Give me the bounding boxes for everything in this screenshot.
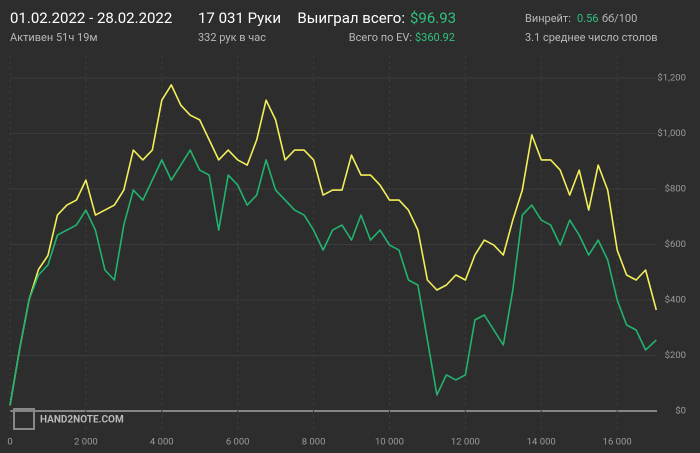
x-tick-label: 0 xyxy=(7,437,12,448)
tables: 3.1 среднее число столов xyxy=(525,31,658,44)
x-tick-label: 14 000 xyxy=(527,437,556,448)
x-tick-label: 10 000 xyxy=(375,437,404,448)
date-range: 01.02.2022 - 28.02.2022 xyxy=(10,9,172,27)
winrate-label: Винрейт: xyxy=(525,12,571,25)
plot: $0 $200 $400 $600 $800 $1,000 $1,200 0 2 000 4 00… xyxy=(7,55,686,448)
y-tick-label: $200 xyxy=(665,350,686,361)
logo: HAND2NOTE.COM xyxy=(40,415,124,426)
hands-per-hour: 332 рук в час xyxy=(198,31,266,44)
won-label: Выиграл всего: xyxy=(297,9,405,27)
x-tick-label: 4 000 xyxy=(150,437,174,448)
y-tick-label: $600 xyxy=(665,239,686,250)
x-tick-label: 2 000 xyxy=(74,437,98,448)
logo-icon xyxy=(13,408,35,430)
ev-value: $360.92 xyxy=(415,31,455,44)
y-tick-label: $800 xyxy=(665,184,686,195)
active-time: Активен 51ч 19м xyxy=(10,31,98,44)
x-tick-label: 8 000 xyxy=(302,437,326,448)
x-tick-label: 12 000 xyxy=(451,437,480,448)
y-tick-label: $400 xyxy=(665,295,686,306)
series-line xyxy=(9,84,658,406)
series-line xyxy=(9,149,657,406)
ev-label: Всего по EV: xyxy=(349,31,412,44)
winrate-unit: бб/100 xyxy=(602,12,637,25)
hands: 17 031 Руки xyxy=(198,9,281,27)
x-tick-label: 16 000 xyxy=(603,437,632,448)
y-tick-label: $1,000 xyxy=(657,128,686,139)
won-value: $96.93 xyxy=(410,9,456,27)
y-tick-label: $1,200 xyxy=(657,73,686,84)
x-tick-label: 6 000 xyxy=(226,437,250,448)
y-tick-label: $0 xyxy=(675,406,686,417)
winrate-value: 0.56 xyxy=(577,12,598,25)
